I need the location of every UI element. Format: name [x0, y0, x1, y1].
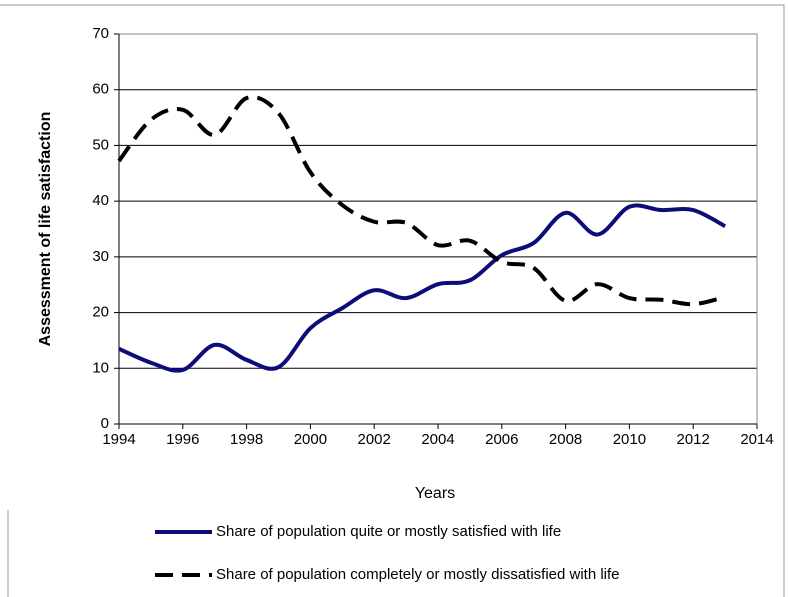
x-tick-label: 2008	[549, 431, 582, 448]
y-tick-label: 60	[92, 81, 109, 98]
x-tick-label: 2010	[613, 431, 646, 448]
x-tick-label: 1998	[230, 431, 263, 448]
y-tick-label: 10	[92, 359, 109, 376]
y-tick-label: 40	[92, 192, 109, 209]
legend-label: Share of population completely or mostly…	[216, 566, 620, 583]
series-line	[117, 95, 726, 307]
legend-label: Share of population quite or mostly sati…	[216, 523, 561, 540]
x-tick-label: 2006	[485, 431, 518, 448]
x-tick-label: 2014	[740, 431, 773, 448]
plot-area	[118, 33, 758, 425]
y-tick-label: 0	[101, 415, 109, 432]
y-tick-label: 20	[92, 304, 109, 321]
x-tick-label: 2002	[358, 431, 391, 448]
x-tick-label: 2000	[294, 431, 327, 448]
y-axis-title: Assessment of life satisfaction	[37, 112, 54, 347]
x-tick-label: 2012	[677, 431, 710, 448]
x-axis-title: Years	[415, 485, 455, 502]
x-tick-label: 1996	[166, 431, 199, 448]
x-tick-label: 1994	[102, 431, 135, 448]
y-tick-label: 50	[92, 136, 109, 153]
series-line	[118, 203, 727, 373]
y-tick-label: 70	[92, 25, 109, 42]
frame	[0, 4, 785, 597]
y-tick-label: 30	[92, 248, 109, 265]
x-tick-label: 2004	[421, 431, 454, 448]
